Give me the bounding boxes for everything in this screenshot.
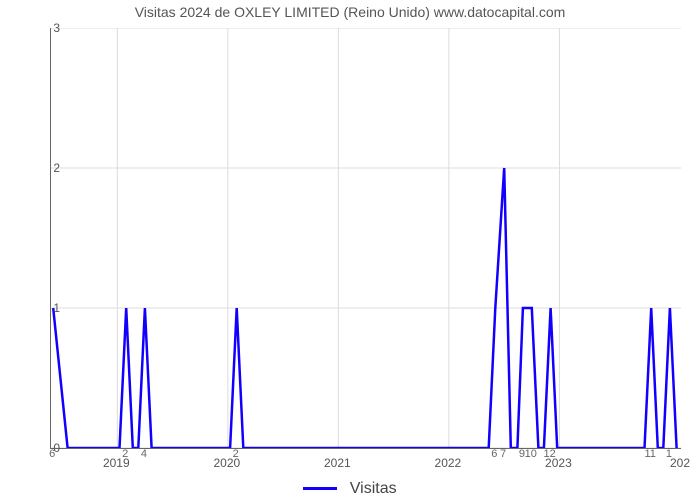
- chart-title: Visitas 2024 de OXLEY LIMITED (Reino Uni…: [0, 4, 700, 20]
- x-minor-label: 6: [491, 448, 497, 460]
- x-year-label: 2021: [324, 456, 351, 470]
- x-minor-label: 12: [543, 448, 555, 460]
- x-minor-label: 7: [500, 448, 506, 460]
- x-minor-label: 4: [141, 448, 147, 460]
- chart-container: { "chart": { "type": "line", "title": "V…: [0, 0, 700, 500]
- chart-svg: [51, 28, 681, 448]
- x-minor-label: 2: [233, 448, 239, 460]
- y-tick-label: 1: [53, 301, 60, 315]
- legend: Visitas: [0, 480, 700, 498]
- x-minor-label: 11: [644, 448, 655, 460]
- legend-label: Visitas: [350, 480, 397, 497]
- x-minor-label: 10: [525, 448, 537, 460]
- plot-area: [50, 28, 681, 449]
- x-year-label: 2022: [435, 456, 462, 470]
- y-tick-label: 3: [53, 21, 60, 35]
- x-minor-label: 1: [666, 448, 672, 460]
- x-year-label: 202: [670, 456, 690, 470]
- legend-swatch: [303, 487, 337, 490]
- x-minor-label: 6: [49, 448, 55, 460]
- x-minor-label: 2: [122, 448, 128, 460]
- y-tick-label: 2: [53, 161, 60, 175]
